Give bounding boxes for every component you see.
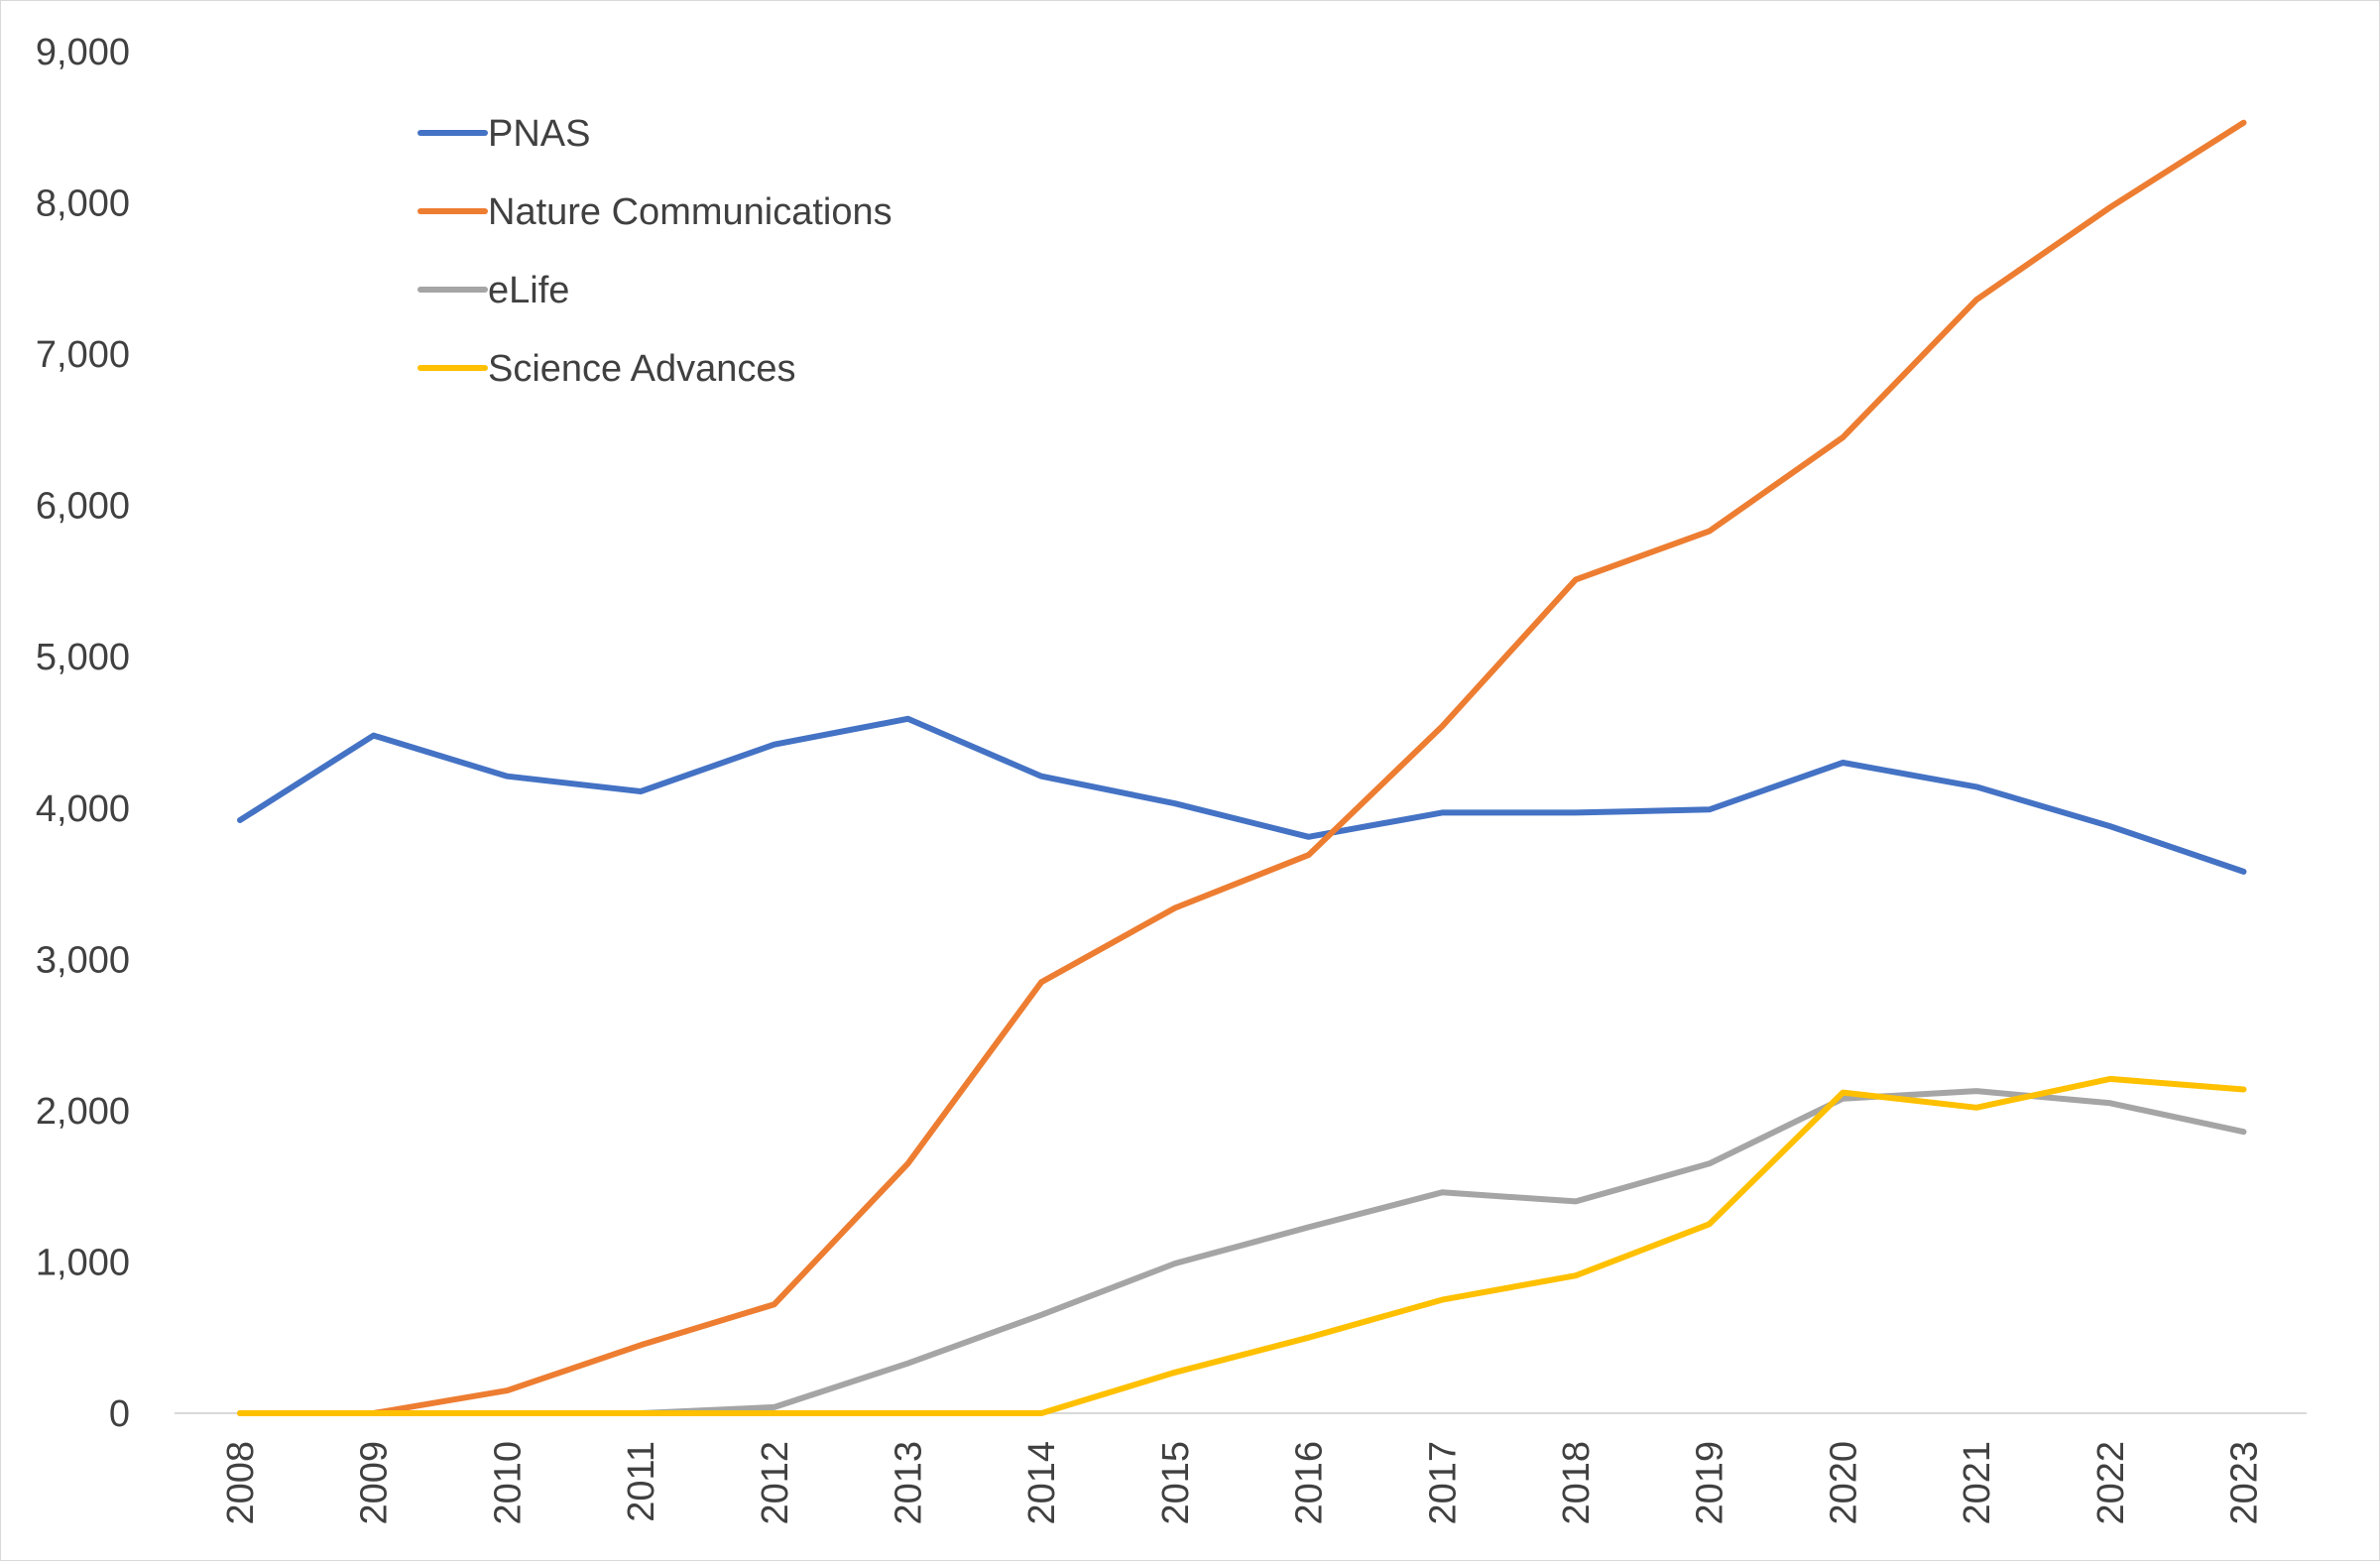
- y-tick-label: 9,000: [36, 32, 130, 73]
- x-tick-label: 2018: [1556, 1441, 1598, 1525]
- y-tick-label: 0: [109, 1393, 130, 1435]
- y-tick-label: 7,000: [36, 334, 130, 376]
- x-tick-label: 2019: [1690, 1441, 1731, 1525]
- x-tick-label: 2023: [2224, 1441, 2266, 1525]
- x-axis-ticks: 2008 2009 2010 2011 2012 2013 2014 2015 2016 2017…: [220, 1441, 2266, 1525]
- series-line: [237, 1088, 2247, 1416]
- x-tick-label: 2015: [1155, 1441, 1197, 1525]
- y-axis-ticks: 0 1,000 2,000 3,000 4,000 5,000 6,000 7,000 8,00…: [36, 32, 130, 1435]
- x-tick-label: 2012: [755, 1441, 796, 1525]
- x-tick-label: 2016: [1289, 1441, 1331, 1525]
- y-tick-label: 8,000: [36, 183, 130, 225]
- x-tick-label: 2011: [621, 1441, 662, 1522]
- legend: PNAS Nature Communications eLife Science Ad…: [417, 113, 892, 390]
- x-tick-label: 2022: [2090, 1441, 2132, 1525]
- x-tick-label: 2020: [1823, 1441, 1864, 1525]
- series-lines: [237, 119, 2247, 1416]
- x-tick-label: 2017: [1422, 1441, 1464, 1525]
- x-tick-label: 2010: [487, 1441, 529, 1525]
- legend-label: Science Advances: [488, 348, 796, 390]
- x-tick-label: 2021: [1957, 1441, 1998, 1525]
- y-tick-label: 3,000: [36, 939, 130, 981]
- legend-label: Nature Communications: [488, 191, 892, 233]
- y-tick-label: 6,000: [36, 486, 130, 528]
- y-tick-label: 2,000: [36, 1091, 130, 1133]
- y-tick-label: 5,000: [36, 637, 130, 678]
- x-tick-label: 2009: [354, 1441, 396, 1525]
- x-tick-label: 2014: [1021, 1441, 1063, 1525]
- legend-label: eLife: [488, 270, 569, 311]
- y-tick-label: 1,000: [36, 1242, 130, 1283]
- x-tick-label: 2008: [220, 1441, 262, 1525]
- x-tick-label: 2013: [889, 1441, 930, 1525]
- series-line: [237, 1075, 2247, 1416]
- y-tick-label: 4,000: [36, 788, 130, 830]
- series-line: [237, 715, 2247, 875]
- series-line: [237, 119, 2247, 1416]
- legend-label: PNAS: [488, 113, 590, 155]
